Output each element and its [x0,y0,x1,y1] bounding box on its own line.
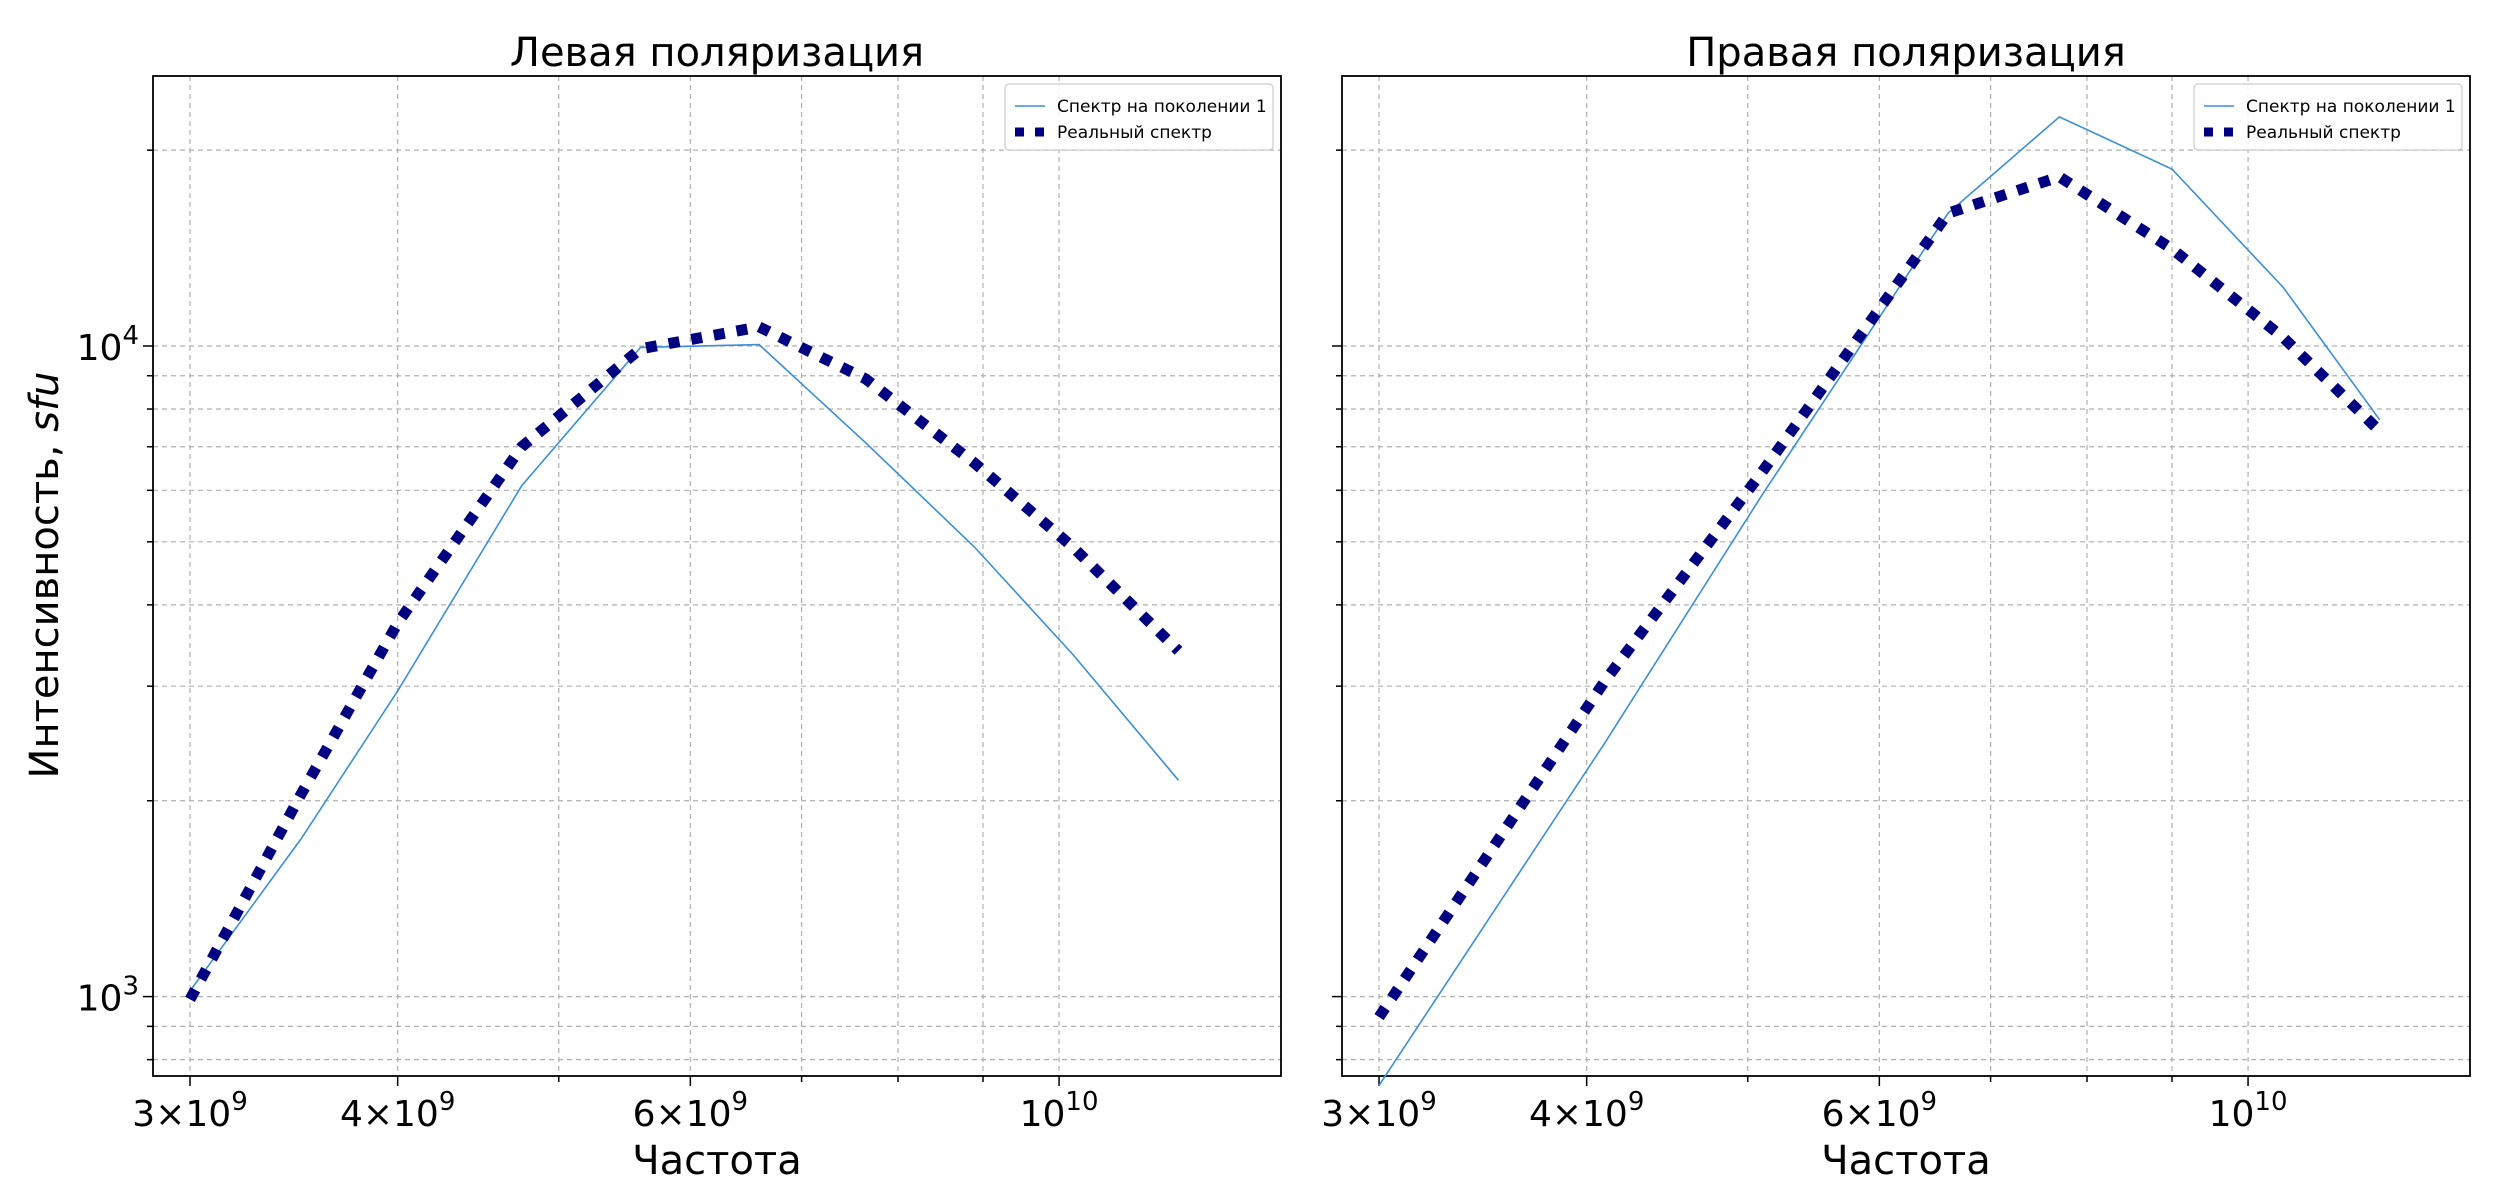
series-line-real-spectrum [1374,170,2384,1021]
x-tick-label: 6×109 [633,1087,748,1135]
x-tick-label: 6×109 [1822,1087,1937,1135]
data-point-real-spectrum [639,347,643,351]
chart-title: Левая поляризация [510,30,924,76]
legend: Спектр на поколении 1 Реальный спектр [2193,83,2463,151]
legend-entry-label: Спектр на поколении 1 [1057,97,1267,117]
x-tick-label: 1010 [2209,1087,2288,1135]
plot-frame [1341,75,2471,1077]
x-tick-label: 4×109 [1529,1087,1644,1135]
data-point-real-spectrum [299,792,303,796]
x-tick-label: 1010 [1020,1087,1099,1135]
x-tick-label: 4×109 [340,1087,455,1135]
data-point-model-spectrum [973,546,977,550]
data-point-real-spectrum [1377,1015,1381,1019]
chart-title: Правая поляризация [1686,30,2126,76]
data-point-real-spectrum [1760,470,1764,474]
data-point-real-spectrum [864,377,868,381]
data-point-real-spectrum [1602,680,1606,684]
data-point-model-spectrum [2170,167,2174,171]
x-tick-label: 3×109 [1321,1087,1436,1135]
data-point-real-spectrum [188,997,192,1001]
data-point-real-spectrum [2057,175,2061,179]
data-point-model-spectrum [2057,115,2061,119]
y-tick-label: 103 [77,972,139,1020]
data-point-model-spectrum [2378,418,2382,422]
legend-box [1004,83,1274,151]
data-point-real-spectrum [396,621,400,625]
data-point-model-spectrum [1177,778,1181,782]
data-point-model-spectrum [396,689,400,693]
plot-frame [152,75,1282,1077]
data-point-real-spectrum [2281,336,2285,340]
legend-entry-label: Спектр на поколении 1 [2246,97,2456,117]
data-point-model-spectrum [1377,1084,1381,1088]
data-point-real-spectrum [2378,429,2382,433]
data-point-model-spectrum [1760,493,1764,497]
data-point-model-spectrum [1602,741,1606,745]
data-point-real-spectrum [1071,546,1075,550]
legend-entry-label: Реальный спектр [2246,123,2401,143]
panel-right-polarization: 3×109 4×109 6×109 1010 Правая поляризация Час… [1321,30,2471,1184]
panel-left-polarization: 3×109 4×109 6×109 1010 103 104 Левая поляризац… [77,30,1282,1184]
series-line-model-spectrum [1378,115,2381,1086]
data-point-model-spectrum [2281,285,2285,289]
data-point-real-spectrum [520,445,524,449]
data-point-real-spectrum [757,325,761,329]
data-point-model-spectrum [1071,653,1075,657]
data-point-model-spectrum [299,836,303,840]
y-axis-label: Интенсивность, sfu [22,372,68,779]
data-point-real-spectrum [973,461,977,465]
legend-entry-label: Реальный спектр [1057,123,1212,143]
series-line-model-spectrum [189,343,1180,992]
y-tick-label: 104 [77,321,139,369]
grid [1332,76,2470,1086]
data-point-model-spectrum [864,441,868,445]
data-point-real-spectrum [2170,247,2174,251]
data-point-real-spectrum [1946,211,1950,215]
data-point-real-spectrum [1177,649,1181,653]
x-axis-label: Частота [632,1138,802,1184]
legend-box [2193,83,2463,151]
data-point-model-spectrum [757,343,761,347]
data-point-model-spectrum [520,484,524,488]
x-tick-label: 3×109 [132,1087,247,1135]
legend: Спектр на поколении 1 Реальный спектр [1004,83,1274,151]
x-axis-label: Частота [1821,1138,1991,1184]
series-line-real-spectrum [185,321,1183,1003]
